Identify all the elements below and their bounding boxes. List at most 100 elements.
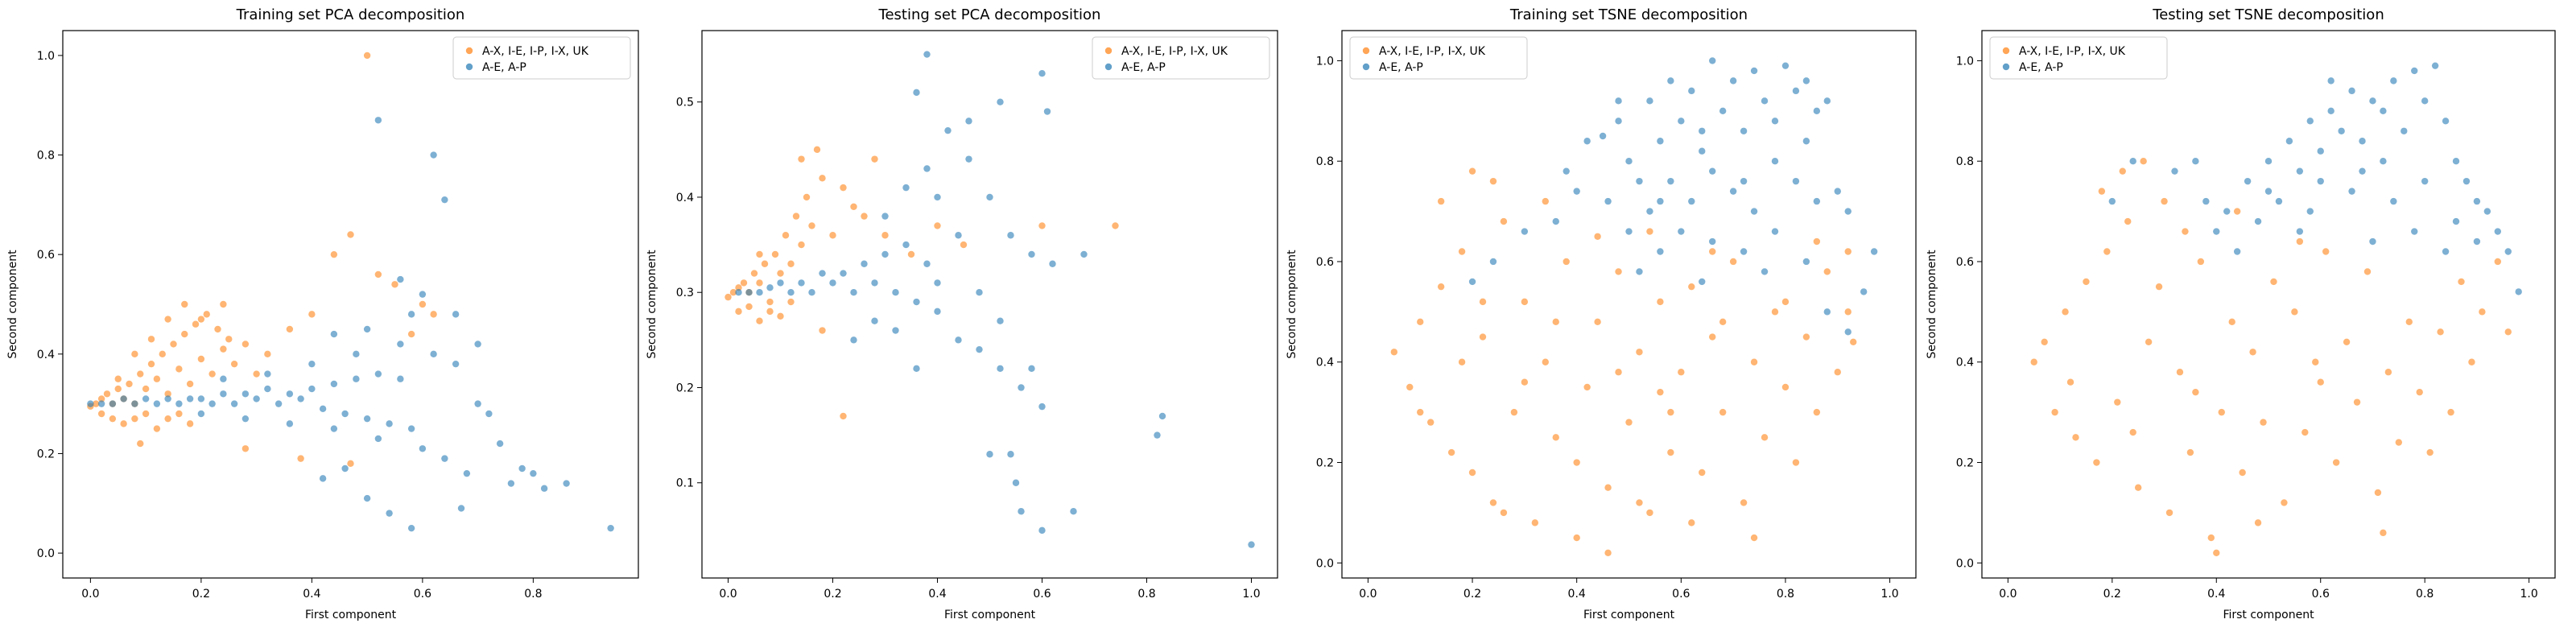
scatter-point-orange	[2322, 248, 2330, 255]
scatter-point-orange	[2395, 439, 2403, 446]
scatter-point-blue	[997, 365, 1004, 373]
scatter-point-orange	[225, 336, 233, 343]
scatter-point-blue	[474, 400, 481, 407]
scatter-point-orange	[829, 232, 836, 239]
scatter-point-blue	[997, 317, 1004, 324]
scatter-point-orange	[308, 311, 316, 318]
scatter-point-blue	[871, 279, 878, 287]
scatter-point-blue	[1719, 107, 1727, 115]
scatter-point-orange	[407, 330, 415, 338]
scatter-point-blue	[363, 494, 371, 502]
scatter-point-blue	[735, 289, 742, 296]
x-tick-label: 0.0	[719, 588, 737, 601]
scatter-point-blue	[242, 415, 250, 423]
scatter-point-blue	[2421, 177, 2429, 185]
plot-frame	[62, 30, 639, 579]
y-tick-label: 0.3	[676, 287, 694, 299]
scatter-point-blue	[386, 510, 393, 517]
scatter-point-orange	[1781, 298, 1790, 306]
scatter-point-orange	[1740, 499, 1748, 506]
scatter-point-orange	[142, 410, 150, 418]
scatter-point-blue	[1740, 248, 1748, 255]
scatter-point-orange	[2186, 448, 2194, 456]
legend: A-X, I-E, I-P, I-X, UK A-E, A-P	[1349, 36, 1528, 80]
scatter-point-blue	[1615, 97, 1622, 105]
scatter-point-orange	[1667, 448, 1674, 456]
scatter-point-blue	[1667, 177, 1674, 185]
scatter-point-blue	[2327, 77, 2334, 85]
legend-label: A-E, A-P	[1121, 61, 1166, 74]
scatter-point-orange	[181, 300, 188, 308]
scatter-point-blue	[1688, 87, 1695, 95]
scatter-point-blue	[540, 485, 548, 492]
scatter-point-orange	[2332, 459, 2340, 466]
scatter-point-blue	[2129, 158, 2136, 165]
scatter-point-blue	[2244, 177, 2252, 185]
scatter-point-blue	[463, 469, 471, 477]
scatter-point-blue	[363, 325, 371, 333]
scatter-point-orange	[347, 231, 354, 238]
scatter-point-orange	[1573, 534, 1580, 542]
x-tick-label: 0.4	[928, 588, 946, 601]
scatter-point-blue	[861, 260, 868, 267]
scatter-point-blue	[2285, 138, 2293, 145]
scatter-point-blue	[1636, 268, 1643, 275]
scatter-point-blue	[153, 400, 161, 407]
scatter-point-orange	[1489, 499, 1497, 506]
scatter-point-blue	[2452, 158, 2460, 165]
scatter-point-blue	[881, 250, 889, 258]
scatter-point-orange	[93, 400, 100, 407]
scatter-point-blue	[2515, 288, 2522, 295]
scatter-point-blue	[441, 455, 448, 462]
scatter-point-blue	[2494, 228, 2501, 235]
scatter-point-blue	[2213, 228, 2220, 235]
scatter-point-orange	[2374, 489, 2382, 497]
scatter-point-orange	[2124, 217, 2132, 225]
scatter-point-orange	[798, 241, 805, 249]
scatter-point-orange	[1594, 318, 1601, 326]
scatter-point-blue	[986, 193, 993, 201]
scatter-point-blue	[1750, 208, 1758, 215]
scatter-point-blue	[1761, 97, 1769, 105]
scatter-point-orange	[1510, 408, 1518, 416]
scatter-point-blue	[374, 117, 382, 124]
scatter-point-blue	[1699, 127, 1706, 134]
scatter-point-blue	[1709, 237, 1716, 246]
scatter-point-blue	[457, 505, 465, 512]
scatter-point-blue	[341, 410, 349, 418]
scatter-point-orange	[2155, 283, 2163, 291]
scatter-point-orange	[330, 250, 338, 258]
x-tick-label: 0.6	[2312, 588, 2330, 601]
scatter-point-blue	[1080, 250, 1088, 258]
scatter-point-blue	[1740, 127, 1748, 134]
scatter-point-blue	[407, 311, 415, 318]
scatter-point-orange	[120, 420, 127, 427]
scatter-point-blue	[1834, 188, 1841, 195]
scatter-point-blue	[1615, 118, 1622, 125]
y-tick-label: 0.4	[1956, 357, 1974, 369]
y-tick-label: 0.4	[676, 192, 694, 204]
scatter-point-blue	[1771, 228, 1779, 235]
scatter-point-blue	[2431, 62, 2439, 69]
y-tick-label: 0.4	[37, 349, 55, 361]
scatter-point-orange	[186, 420, 194, 427]
scatter-point-blue	[1688, 197, 1695, 205]
scatter-point-orange	[2301, 428, 2309, 436]
y-tick-label: 1.0	[37, 50, 55, 63]
scatter-point-blue	[1740, 177, 1748, 185]
y-tick-label: 0.2	[1956, 457, 1974, 470]
legend-marker	[1104, 63, 1113, 71]
scatter-point-blue	[1792, 87, 1800, 95]
scatter-point-blue	[1043, 108, 1051, 115]
scatter-point-orange	[197, 355, 205, 363]
scatter-point-blue	[1573, 188, 1580, 195]
scatter-point-orange	[2161, 197, 2168, 205]
scatter-point-blue	[1625, 158, 1633, 165]
x-tick-label: 0.2	[1463, 588, 1481, 601]
scatter-point-blue	[923, 165, 931, 172]
y-tick-label: 1.0	[1316, 55, 1334, 68]
scatter-point-blue	[923, 260, 931, 267]
scatter-point-blue	[819, 270, 826, 277]
scatter-point-orange	[1437, 197, 1445, 205]
legend-marker	[2002, 47, 2010, 55]
